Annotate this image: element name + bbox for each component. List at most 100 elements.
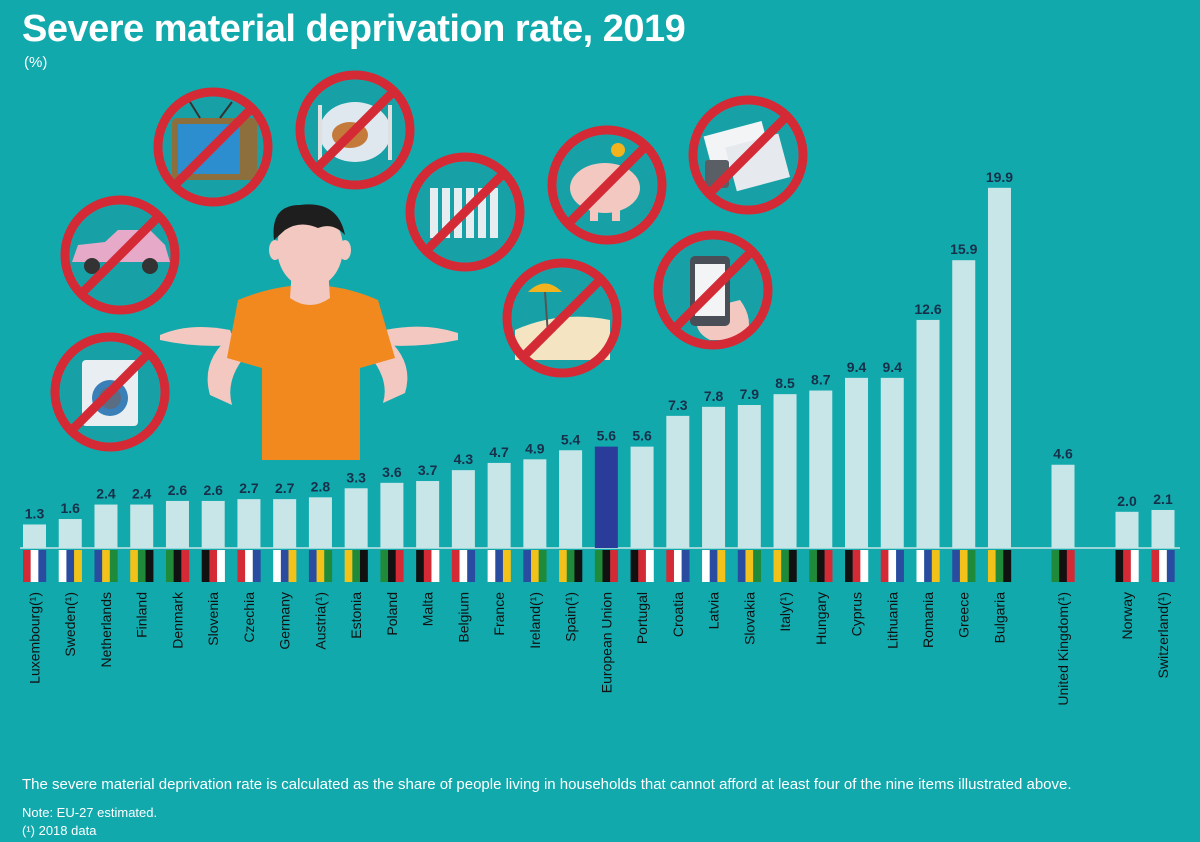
bar bbox=[487, 462, 511, 548]
bar bbox=[987, 187, 1011, 548]
category-label: Estonia bbox=[348, 592, 364, 639]
category-label: Cyprus bbox=[849, 592, 865, 636]
category-label: Belgium bbox=[455, 592, 471, 643]
bar bbox=[130, 504, 154, 548]
category-label: Denmark bbox=[169, 591, 185, 649]
flag-icon bbox=[58, 550, 82, 582]
bar bbox=[737, 405, 761, 548]
category-label: Poland bbox=[384, 592, 400, 636]
category-label: United Kingdom(¹) bbox=[1055, 592, 1071, 706]
bar bbox=[58, 519, 82, 548]
value-label: 4.6 bbox=[1053, 446, 1073, 462]
value-label: 1.3 bbox=[25, 505, 45, 521]
meal-icon bbox=[295, 70, 415, 190]
bar bbox=[880, 377, 904, 548]
category-label: Switzerland(¹) bbox=[1155, 592, 1171, 678]
flag-icon bbox=[165, 550, 190, 582]
flag-icon bbox=[702, 550, 726, 582]
bar bbox=[273, 499, 297, 548]
value-label: 7.3 bbox=[668, 397, 688, 413]
flag-icon bbox=[487, 550, 511, 582]
flag-icon bbox=[23, 550, 47, 582]
bar bbox=[1151, 509, 1175, 548]
bar bbox=[809, 390, 833, 548]
note-2018-text: (¹) 2018 data bbox=[22, 823, 97, 838]
bar bbox=[1115, 511, 1139, 548]
value-label: 2.7 bbox=[275, 480, 295, 496]
category-label: Malta bbox=[420, 592, 436, 626]
category-label: Finland bbox=[134, 592, 150, 638]
value-label: 8.7 bbox=[811, 372, 831, 388]
category-label: Greece bbox=[956, 592, 972, 638]
flag-icon bbox=[416, 550, 440, 582]
bar bbox=[773, 394, 797, 548]
value-label: 5.4 bbox=[561, 431, 581, 447]
bar bbox=[523, 459, 547, 548]
value-label: 2.7 bbox=[239, 480, 259, 496]
category-label: Slovenia bbox=[205, 592, 221, 646]
flag-icon bbox=[523, 550, 547, 582]
category-label: Bulgaria bbox=[991, 592, 1007, 644]
value-label: 4.3 bbox=[454, 451, 474, 467]
value-label: 7.8 bbox=[704, 388, 724, 404]
category-label: European Union bbox=[598, 592, 614, 693]
flag-icon bbox=[1115, 550, 1139, 582]
bills-icon bbox=[688, 95, 808, 215]
bar bbox=[380, 482, 404, 548]
value-label: 3.7 bbox=[418, 462, 438, 478]
flag-icon bbox=[845, 550, 869, 582]
flag-icon bbox=[809, 550, 833, 582]
flag-icon bbox=[594, 550, 619, 582]
flag-icon bbox=[380, 550, 404, 582]
bar bbox=[559, 450, 583, 548]
category-label: Norway bbox=[1119, 592, 1135, 639]
unit-label: (%) bbox=[24, 54, 48, 71]
bar bbox=[630, 446, 654, 548]
category-label: Spain(¹) bbox=[563, 592, 579, 642]
flag-icon bbox=[666, 550, 690, 582]
bar bbox=[165, 500, 189, 548]
category-label: Lithuania bbox=[884, 592, 900, 649]
flag-icon bbox=[130, 550, 154, 582]
bar bbox=[308, 497, 332, 548]
piggy-bank-icon bbox=[547, 125, 667, 245]
person-shrugging-icon bbox=[160, 204, 458, 460]
category-label: Sweden(¹) bbox=[62, 592, 78, 657]
flag-icon bbox=[94, 550, 118, 582]
flag-icon bbox=[880, 550, 904, 582]
bar bbox=[237, 499, 261, 548]
category-label: Austria(¹) bbox=[312, 592, 328, 650]
flag-icon bbox=[344, 550, 368, 582]
category-label: Hungary bbox=[813, 592, 829, 645]
heater-icon bbox=[405, 152, 525, 272]
bar bbox=[666, 415, 690, 548]
washing-machine-icon bbox=[50, 332, 170, 452]
value-labels-group: 1.3 1.6 2.4 2.4 2.6 2.6 2.7 2.7 2.8 3.3 3.6 3.7 4.3 4… bbox=[25, 169, 1173, 522]
category-label: Italy(¹) bbox=[777, 592, 793, 632]
value-label: 2.8 bbox=[311, 478, 331, 494]
value-label: 7.9 bbox=[740, 386, 760, 402]
flags-group bbox=[23, 550, 1175, 582]
flag-icon bbox=[773, 550, 797, 582]
bar bbox=[344, 488, 368, 548]
value-label: 4.7 bbox=[489, 444, 509, 460]
bar bbox=[1051, 464, 1075, 548]
category-label: Croatia bbox=[670, 592, 686, 637]
value-label: 12.6 bbox=[914, 301, 941, 317]
value-label: 3.3 bbox=[346, 469, 366, 485]
bars-group bbox=[23, 187, 1175, 548]
television-icon bbox=[153, 87, 273, 207]
bar bbox=[916, 319, 940, 548]
bar bbox=[952, 260, 976, 548]
bar bbox=[201, 500, 225, 548]
value-label: 5.6 bbox=[632, 428, 652, 444]
category-label: Germany bbox=[277, 592, 293, 650]
value-label: 3.6 bbox=[382, 464, 402, 480]
flag-icon bbox=[273, 550, 297, 582]
bar bbox=[845, 377, 869, 548]
value-label: 2.0 bbox=[1117, 493, 1137, 509]
bar bbox=[94, 504, 118, 548]
flag-icon bbox=[1151, 550, 1175, 582]
value-label: 15.9 bbox=[950, 241, 977, 257]
